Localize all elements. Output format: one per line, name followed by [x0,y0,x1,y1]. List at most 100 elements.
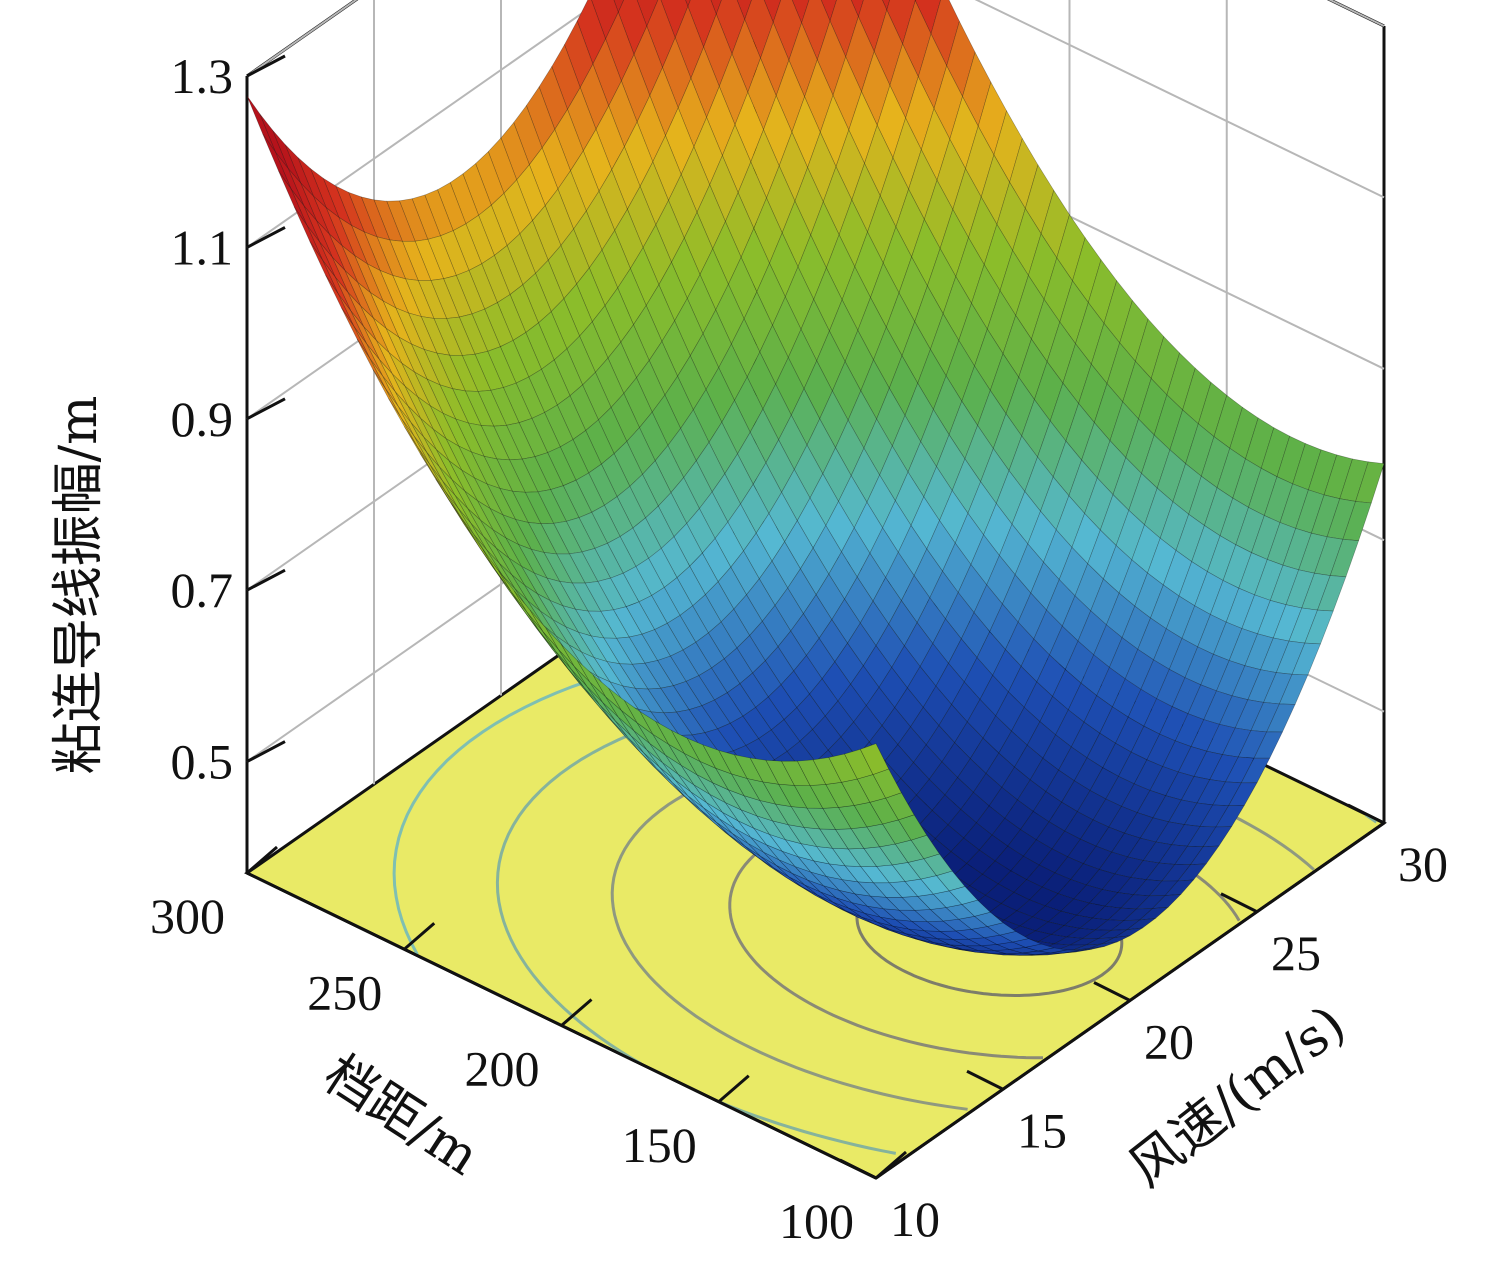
surface-cell [1007,829,1037,857]
surface-cell [949,95,979,170]
surface-cell [755,512,785,562]
surface-cell [1005,621,1035,667]
surface-cell [829,298,859,363]
y-tick-label: 30 [1398,836,1448,892]
surface-cell [858,0,888,53]
surface-cell [983,223,1013,292]
surface-cell [891,645,921,689]
surface-cell [470,451,501,489]
x-tick-label: 100 [779,1193,854,1249]
surface-cell [495,547,525,586]
surface-cell [778,131,808,202]
surface-cell [841,879,872,897]
surface-cell [715,767,745,797]
surface-cell [594,542,624,579]
surface-cell [696,773,727,804]
surface-cell [505,537,536,574]
surface-cell [1123,908,1154,921]
surface-cell [863,846,893,867]
surface-cell [1011,706,1041,746]
surface-cell [262,133,292,190]
surface-cell [749,757,780,785]
surface-cell [348,191,378,238]
x-tick [717,1074,750,1103]
surface-cell [376,236,407,280]
surface-cell [742,706,772,740]
surface-cell [1050,925,1081,938]
z-tick [246,740,286,763]
surface-mesh [246,0,1385,956]
surface-cell [778,783,808,809]
surface-cell [570,150,600,212]
surface-cell [476,499,507,539]
surface-cell [603,637,633,665]
x-tick [875,1150,907,1180]
surface-cell [794,166,824,236]
surface-cell [997,870,1028,893]
surface-cell [910,920,942,932]
surface-cell [1063,948,1092,954]
surface-cell [778,859,808,881]
x-tick-label: 150 [622,1117,697,1173]
surface-cell [567,668,597,704]
surface-cell [1240,757,1271,784]
surface-cell [932,890,963,908]
tick-labels: 0.5 0.7 0.9 1.1 1.3 100 150 200 250 300 10 15 20 25 30 [150,48,1448,1249]
surface-cell [385,327,416,373]
y-tick-label: 25 [1271,925,1321,981]
x-tick [246,845,278,875]
surface-cell [872,768,902,799]
surface-cell [624,700,654,735]
y-tick-label: 20 [1144,1014,1194,1070]
surface-cell [530,548,561,582]
x-tick-label: 300 [150,888,225,944]
surface-cell [589,681,619,718]
surface-cell [640,752,670,783]
surface-cell [373,199,403,242]
surface-cell [718,52,749,126]
surface-cell [992,648,1022,693]
surface-cell [316,220,346,271]
surface-cell [863,418,893,476]
surface-cell [420,418,450,461]
surface-cell [1317,575,1347,612]
surface-cell [942,542,972,594]
surface-cell [772,0,802,61]
surface-cell [709,154,739,223]
surface-cell [897,814,928,841]
surface-cell [791,0,810,24]
surface-cell [787,568,817,615]
surface-cell [514,590,544,632]
surface-cell [614,208,644,270]
surface-cell [360,305,390,353]
surface-cell [882,819,912,845]
surface-cell [526,611,556,652]
z-tick-label: 0.5 [171,734,234,790]
surface-cell [419,453,449,500]
surface-cell [552,619,582,653]
surface-cell [724,453,754,505]
surface-cell [573,210,603,269]
surface-cell [736,0,752,21]
surface-cell [574,608,605,639]
surface-cell [791,95,821,169]
surface-cell [633,730,663,763]
x-axis-title: 档距/m [313,1044,489,1187]
surface-cell [246,95,276,153]
surface-cell [713,821,742,846]
surface-cell [632,517,662,559]
surface-cell [850,665,880,707]
surface-cell [850,826,881,849]
surface-cell [686,507,716,554]
surface-cell [366,343,396,392]
surface-cell [382,300,413,345]
surface-cell [613,0,625,14]
surface-cell [1072,943,1102,951]
surface-cell [671,782,701,811]
surface-cell [975,805,1006,836]
surface-cell [749,408,779,464]
surface-cell [433,318,463,356]
surface-cell [1016,899,1046,918]
surface-cell [905,933,935,943]
surface-cell [483,455,514,492]
